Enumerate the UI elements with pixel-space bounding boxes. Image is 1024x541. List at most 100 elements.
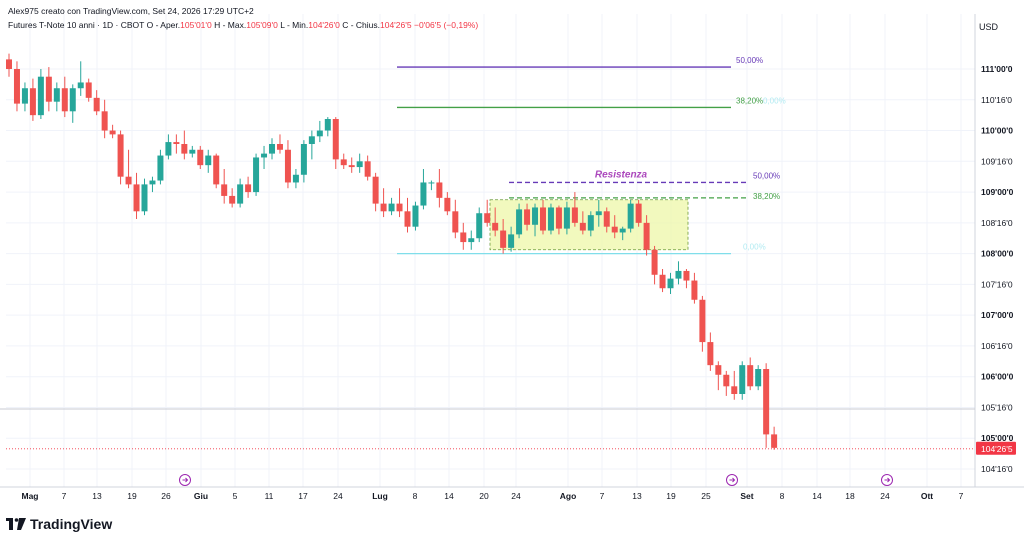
symbol-name: Futures T-Note 10 anni · 1D · CBOT [8,20,145,30]
candle-body [755,369,762,387]
candle-body [444,197,451,212]
candle-body [181,144,188,154]
candle-body [356,161,363,168]
candle-body [101,111,108,131]
candle-body [316,130,323,137]
candle-body [492,222,499,231]
candle-body [547,207,554,231]
y-tick-label: 107'00'0 [981,310,1014,320]
candle-body [468,238,475,243]
candle-body [739,365,746,394]
candle-body [284,149,291,183]
candle-body [747,365,754,387]
candle-body [29,88,36,116]
candle-body [189,149,196,154]
candle-body [245,184,252,193]
candle-body [380,203,387,212]
x-tick-label: 24 [880,491,890,501]
x-tick-label: 7 [959,491,964,501]
candle-body [388,203,395,212]
x-tick-label: 17 [298,491,308,501]
fib-label-0: 0,00% [743,243,766,252]
y-tick-label: 107'16'0 [981,279,1013,289]
last-price-label: 104'26'5 [981,444,1013,454]
candle-body [412,205,419,227]
candle-body [300,144,307,175]
candle-body [643,222,650,250]
x-tick-label: 8 [780,491,785,501]
x-tick-label: 24 [511,491,521,501]
fib-label-0-overlap: 0,00% [763,96,786,105]
fib-label-382: 38,20% [736,96,763,105]
candle-body [771,434,778,448]
x-tick-label: 13 [632,491,642,501]
candle-body [651,249,658,275]
candle-body [508,234,515,248]
ohlc-values: O - Aper.105'01'0 H - Max.105'09'0 L - M… [147,20,414,30]
candle-body [261,153,268,158]
fib-label-50: 50,00% [736,56,763,65]
candle-body [731,386,738,394]
brand-name: TradingView [30,516,113,532]
candle-body [292,174,299,183]
candle-body [683,270,690,281]
event-marker-arrow-icon [729,477,736,483]
x-tick-label: Ago [560,491,577,501]
candle-body [619,228,626,233]
last-price-badge [976,441,1016,455]
candle-body [6,59,12,69]
candle-body [61,88,68,112]
candle-body [253,157,260,193]
candle-body [579,222,586,231]
event-marker-arrow-icon [884,477,891,483]
candle-body [460,232,467,243]
candle-body [420,182,427,206]
candle-body [691,280,698,300]
y-tick-label: 106'00'0 [981,372,1014,382]
x-tick-label: Giu [194,491,208,501]
candle-body [571,207,578,223]
candle-body [659,274,666,289]
candle-body [539,207,546,231]
y-tick-label: 106'16'0 [981,341,1013,351]
candle-body [93,97,100,112]
candle-body [13,69,20,104]
candle-body [595,211,602,216]
candle-body [723,374,730,387]
candle-body [436,182,443,198]
candle-body [476,213,483,239]
x-tick-label: 7 [62,491,67,501]
y-tick-label: 105'00'0 [981,433,1014,443]
candle-body [555,207,562,229]
candle-body [229,195,236,204]
candle-body [364,161,371,177]
candle-body [340,159,347,166]
x-tick-label: 7 [600,491,605,501]
x-tick-label: 24 [333,491,343,501]
fib-dashed-label-382: 38,20% [753,192,780,201]
chart-credit: Alex975 creato con TradingView.com, Set … [8,6,254,16]
x-tick-label: 8 [413,491,418,501]
ohlc-o-value: 105'01'0 [180,20,212,30]
x-tick-label: 26 [161,491,171,501]
x-tick-label: Set [740,491,753,501]
ohlc-l: L - Min. [277,20,309,30]
candle-body [675,270,682,279]
candle-body [500,230,507,248]
candle-body [452,211,459,233]
x-tick-label: 18 [845,491,855,501]
ohlc-legend: Futures T-Note 10 anni · 1D · CBOT O - A… [8,20,478,30]
candle-body [763,369,770,435]
candle-body [173,142,180,144]
x-tick-label: 5 [233,491,238,501]
candle-body [699,299,706,343]
y-tick-label: 105'16'0 [981,402,1013,412]
candle-body [516,209,523,235]
candle-body [404,211,411,227]
y-tick-label: 108'00'0 [981,249,1014,259]
candle-body [372,176,379,204]
ohlc-c: C - Chius. [339,20,380,30]
candle-body [21,88,28,104]
candle-body [324,119,331,131]
